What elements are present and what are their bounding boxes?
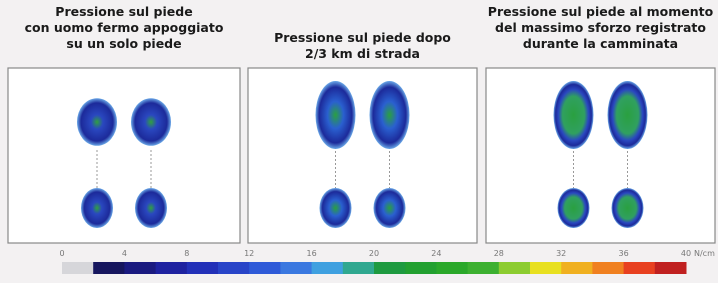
scale-segment [530,262,562,274]
scale-segment [374,262,406,274]
panel-title-line: Pressione sul piede al momento [488,4,714,19]
scale-segment [624,262,656,274]
forefoot [316,81,356,149]
scale-segment [405,262,437,274]
panel-title-line: su un solo piede [66,36,181,51]
scale-tick-label: 36 [619,249,629,258]
scale-segment [655,262,687,274]
scale-segment [249,262,281,274]
panel-title-line: Pressione sul piede dopo [274,30,451,45]
scale-segment [499,262,531,274]
scale-segment [218,262,250,274]
scale-tick-label: 12 [244,249,254,258]
scale-tick-label: 16 [307,249,317,258]
scale-segment [93,262,125,274]
heel [135,188,167,228]
scale-segment [156,262,188,274]
panel-frame [8,68,240,243]
heel [320,188,352,228]
panel-frame [248,68,477,243]
scale-tick-label: 40 [681,249,691,258]
panel-title-line: del massimo sforzo registrato [495,20,706,35]
forefoot [370,81,410,149]
forefoot [554,81,594,149]
forefoot [77,98,117,146]
forefoot [608,81,648,149]
scale-segment [187,262,219,274]
scale-segment [343,262,375,274]
heel [374,188,406,228]
scale-segment [124,262,156,274]
scale-segment [468,262,500,274]
figure: Pressione sul piedecon uomo fermo appogg… [0,0,718,283]
page: {"panels": [ {"title_lines": ["Pressione… [0,0,718,283]
scale-tick-label: 28 [494,249,504,258]
scale-segment [592,262,624,274]
scale-tick-label: 4 [122,249,127,258]
heel [612,188,644,228]
panel-title-line: Pressione sul piede [55,4,192,19]
scale-segment [312,262,344,274]
heel [81,188,113,228]
scale-tick-label: 24 [431,249,441,258]
scale-tick-label: 0 [59,249,64,258]
panel-title-line: durante la camminata [523,36,678,51]
scale-segment [62,262,94,274]
scale-unit: N/cm [694,249,715,258]
scale-segment [561,262,593,274]
panel-frame [486,68,715,243]
scale-tick-label: 8 [184,249,189,258]
panel-title-line: con uomo fermo appoggiato [25,20,224,35]
scale-segment [280,262,312,274]
scale-tick-label: 32 [556,249,566,258]
scale-segment [436,262,468,274]
panel-title-line: 2/3 km di strada [305,46,420,61]
scale-tick-label: 20 [369,249,379,258]
forefoot [131,98,171,146]
heel [558,188,590,228]
